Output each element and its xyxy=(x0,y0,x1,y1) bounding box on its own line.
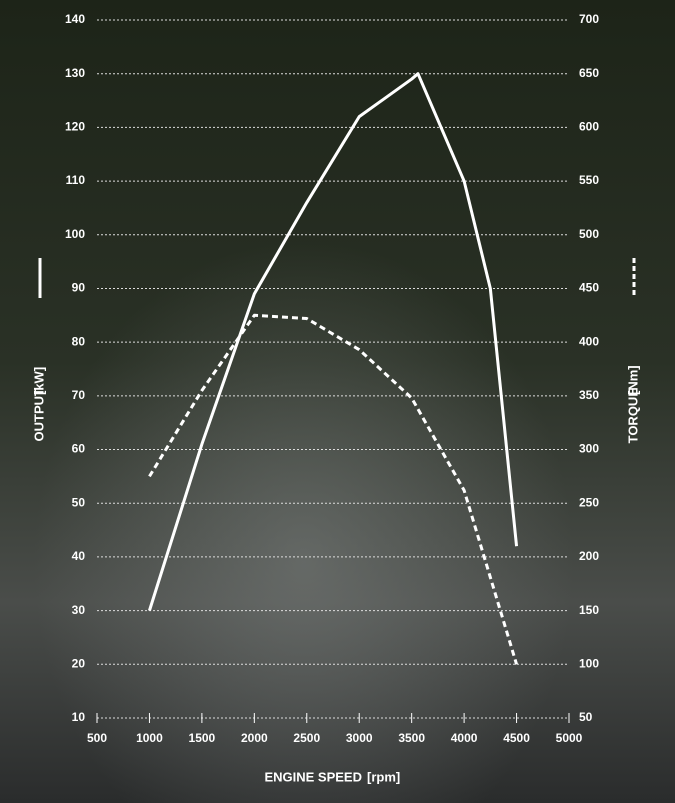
y-tick-label: 140 xyxy=(65,12,85,26)
x-tick-label: 5000 xyxy=(556,731,583,745)
y-tick-label: 100 xyxy=(65,227,85,241)
y-tick-label: 30 xyxy=(72,603,86,617)
x-tick-label: 2500 xyxy=(293,731,320,745)
y-tick-label: 20 xyxy=(72,656,86,670)
x-tick-label: 1000 xyxy=(136,731,163,745)
y-tick-label: 60 xyxy=(72,442,86,456)
y-tick-label: 120 xyxy=(65,120,85,134)
y2-tick-label: 150 xyxy=(579,603,599,617)
x-tick-label: 4500 xyxy=(503,731,530,745)
y2-tick-label: 350 xyxy=(579,388,599,402)
x-axis-unit: [rpm] xyxy=(367,769,400,784)
y2-tick-label: 650 xyxy=(579,66,599,80)
x-tick-label: 1500 xyxy=(189,731,216,745)
y-tick-label: 80 xyxy=(72,334,86,348)
y-tick-label: 90 xyxy=(72,281,86,295)
x-tick-label: 4000 xyxy=(451,731,478,745)
x-tick-label: 2000 xyxy=(241,731,268,745)
y2-tick-label: 500 xyxy=(579,227,599,241)
y2-tick-label: 450 xyxy=(579,281,599,295)
y-tick-label: 70 xyxy=(72,388,86,402)
y-axis-unit: [kW] xyxy=(31,367,46,395)
y-tick-label: 10 xyxy=(72,710,86,724)
y2-tick-label: 600 xyxy=(579,120,599,134)
line-series xyxy=(148,72,519,612)
y2-axis-unit: [Nm] xyxy=(625,365,640,395)
y2-tick-label: 700 xyxy=(579,12,599,26)
line-series xyxy=(148,313,518,665)
x-tick-label: 500 xyxy=(87,731,107,745)
y-axis-label: OUTPUT xyxy=(31,388,46,442)
y2-tick-label: 400 xyxy=(579,334,599,348)
y2-tick-label: 200 xyxy=(579,549,599,563)
x-axis-label: ENGINE SPEED xyxy=(264,769,362,784)
y-tick-label: 50 xyxy=(72,495,86,509)
y2-tick-label: 300 xyxy=(579,442,599,456)
y-tick-label: 110 xyxy=(66,173,86,187)
x-tick-label: 3000 xyxy=(346,731,373,745)
y2-tick-label: 250 xyxy=(579,495,599,509)
y-tick-label: 40 xyxy=(72,549,86,563)
y2-tick-label: 100 xyxy=(579,656,599,670)
y-tick-label: 130 xyxy=(65,66,85,80)
y2-tick-label: 50 xyxy=(579,710,593,724)
y2-axis-label: TORQUE xyxy=(625,388,640,444)
y2-tick-label: 550 xyxy=(579,173,599,187)
x-tick-label: 3500 xyxy=(398,731,425,745)
